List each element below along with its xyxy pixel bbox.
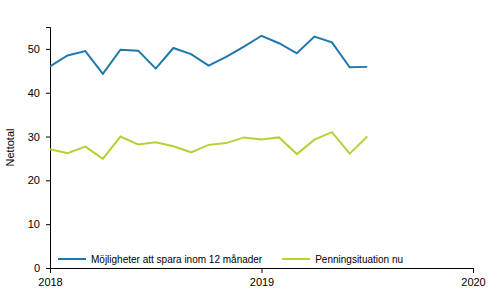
y-tick-label: 30 [28,131,40,143]
y-tick: 20 [28,174,50,186]
x-tick-mark [473,268,474,273]
y-tick-mark [46,137,50,138]
y-axis-line [46,28,51,269]
x-tick-mark [262,268,263,273]
y-axis-title: Nettotal [4,129,16,167]
series-line [50,132,367,159]
y-tick-mark [46,93,50,94]
chart: 0 10 20 30 40 50 2018 2019 2020 Nettotal Möjlighet… [0,0,491,302]
x-tick: 2018 [38,268,62,288]
x-tick-mark [50,268,51,273]
x-tick: 2019 [250,268,274,288]
legend-swatch [282,258,310,260]
x-tick-label: 2019 [250,276,274,288]
series-line [50,36,367,74]
legend-label: Penningsituation nu [315,254,403,265]
y-tick: 30 [28,131,50,143]
y-tick-mark [46,180,50,181]
x-tick-label: 2020 [461,276,485,288]
x-tick-label: 2018 [38,276,62,288]
y-tick: 10 [28,218,50,230]
y-tick-label: 10 [28,218,40,230]
y-tick-mark [46,224,50,225]
x-tick: 2020 [461,268,485,288]
plot-area [50,36,367,159]
legend: Möjligheter att spara inom 12 månader Pen… [58,254,403,265]
y-tick-label: 20 [28,174,40,186]
y-tick-label: 50 [28,43,40,55]
y-tick: 0 [34,262,50,274]
y-tick-mark [46,49,50,50]
y-tick-mark [46,268,50,269]
legend-label: Möjligheter att spara inom 12 månader [91,254,263,265]
legend-swatch [58,258,86,260]
y-tick-label: 0 [34,262,40,274]
x-axis-line [51,269,474,274]
x-axis: 2018 2019 2020 [38,268,485,288]
y-axis: 0 10 20 30 40 50 [28,28,51,275]
y-tick: 40 [28,87,50,99]
y-tick: 50 [28,43,50,55]
y-tick-label: 40 [28,87,40,99]
